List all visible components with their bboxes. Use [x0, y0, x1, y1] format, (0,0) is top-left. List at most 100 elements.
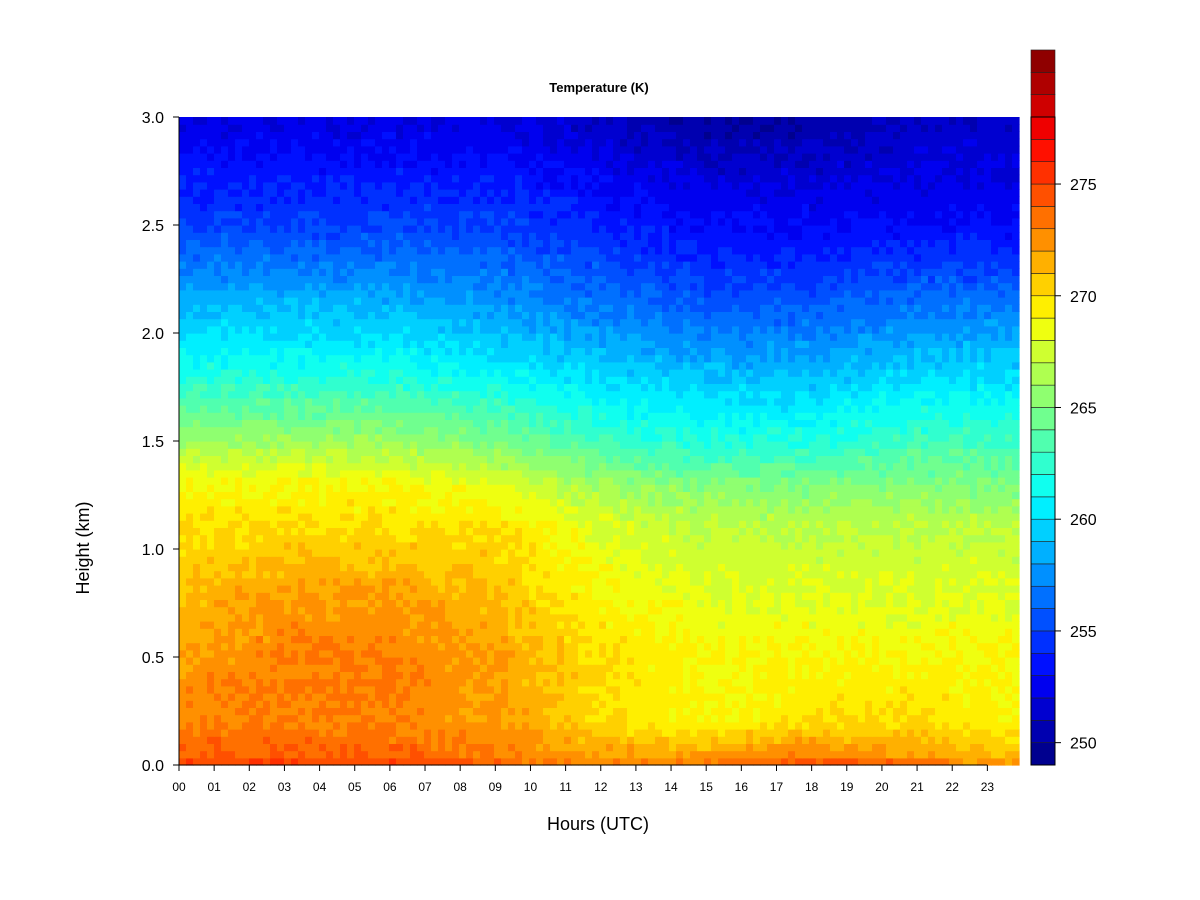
heatmap-cell — [599, 505, 607, 514]
heatmap-cell — [662, 736, 670, 744]
heatmap-cell — [347, 642, 355, 651]
heatmap-cell — [508, 635, 516, 644]
heatmap-cell — [774, 498, 782, 507]
heatmap-cell — [697, 736, 705, 744]
heatmap-cell — [445, 505, 453, 514]
heatmap-cell — [676, 491, 684, 500]
heatmap-cell — [368, 505, 376, 514]
heatmap-cell — [284, 671, 292, 680]
heatmap-cell — [788, 635, 796, 644]
heatmap-cell — [242, 520, 250, 528]
heatmap-cell — [970, 563, 978, 572]
heatmap-cell — [830, 484, 838, 492]
heatmap-cell — [928, 513, 936, 521]
heatmap-cell — [613, 693, 621, 701]
heatmap-cell — [732, 657, 740, 665]
heatmap-cell — [578, 721, 586, 730]
heatmap-cell — [606, 613, 614, 622]
heatmap-cell — [368, 685, 376, 694]
heatmap-cell — [634, 628, 642, 636]
heatmap-cell — [725, 628, 733, 636]
heatmap-cell — [543, 757, 551, 766]
heatmap-cell — [466, 592, 474, 600]
heatmap-cell — [389, 729, 397, 737]
heatmap-cell — [550, 714, 558, 723]
heatmap-cell — [522, 685, 530, 694]
heatmap-cell — [942, 505, 950, 514]
heatmap-cell — [921, 577, 929, 586]
heatmap-cell — [704, 563, 712, 572]
heatmap-cell — [753, 678, 761, 687]
heatmap-cell — [872, 599, 880, 608]
heatmap-cell — [424, 484, 432, 492]
heatmap-cell — [445, 678, 453, 687]
heatmap-cell — [410, 606, 418, 615]
heatmap-cell — [613, 534, 621, 543]
heatmap-cell — [984, 549, 992, 557]
heatmap-cell — [991, 570, 999, 579]
heatmap-cell — [935, 469, 943, 478]
heatmap-cell — [564, 599, 572, 608]
heatmap-cell — [655, 498, 663, 507]
heatmap-cell — [851, 484, 859, 492]
heatmap-cell — [753, 642, 761, 651]
heatmap-cell — [711, 549, 719, 557]
heatmap-cell — [753, 736, 761, 744]
heatmap-cell — [186, 563, 194, 572]
heatmap-cell — [277, 534, 285, 543]
heatmap-cell — [270, 585, 278, 593]
heatmap-cell — [403, 484, 411, 492]
heatmap-cell — [746, 757, 754, 766]
heatmap-cell — [249, 577, 257, 586]
heatmap-cell — [1012, 649, 1020, 658]
heatmap-cell — [893, 498, 901, 507]
heatmap-cell — [333, 592, 341, 600]
heatmap-cell — [907, 707, 915, 716]
heatmap-cell — [788, 621, 796, 629]
heatmap-cell — [431, 527, 439, 536]
heatmap-cell — [333, 520, 341, 528]
heatmap-cell — [914, 743, 922, 752]
heatmap-cell — [410, 505, 418, 514]
heatmap-cell — [529, 736, 537, 744]
heatmap-cell — [949, 700, 957, 708]
heatmap-cell — [179, 621, 187, 629]
heatmap-cell — [242, 693, 250, 701]
heatmap-cell — [354, 721, 362, 730]
heatmap-cell — [879, 477, 887, 485]
heatmap-cell — [858, 477, 866, 485]
heatmap-cell — [452, 613, 460, 622]
heatmap-cell — [445, 606, 453, 615]
heatmap-cell — [536, 693, 544, 701]
heatmap-cell — [704, 599, 712, 608]
heatmap-cell — [697, 462, 705, 471]
heatmap-cell — [228, 721, 236, 730]
heatmap-cell — [767, 563, 775, 572]
heatmap-cell — [802, 570, 810, 579]
heatmap-cell — [501, 743, 509, 752]
heatmap-cell — [1012, 671, 1020, 680]
heatmap-cell — [410, 721, 418, 730]
heatmap-cell — [1005, 498, 1013, 507]
heatmap-cell — [214, 563, 222, 572]
heatmap-cell — [984, 491, 992, 500]
heatmap-cell — [270, 757, 278, 766]
heatmap-cell — [200, 477, 208, 485]
heatmap-cell — [991, 721, 999, 730]
heatmap-cell — [641, 585, 649, 593]
heatmap-cell — [900, 484, 908, 492]
heatmap-cell — [662, 513, 670, 521]
heatmap-cell — [1005, 657, 1013, 665]
heatmap-cell — [480, 757, 488, 766]
heatmap-cell — [704, 649, 712, 658]
heatmap-cell — [648, 585, 656, 593]
heatmap-cell — [970, 750, 978, 759]
heatmap-cell — [662, 469, 670, 478]
heatmap-cell — [823, 657, 831, 665]
heatmap-cell — [641, 527, 649, 536]
heatmap-cell — [480, 491, 488, 500]
heatmap-cell — [662, 592, 670, 600]
heatmap-cell — [851, 628, 859, 636]
heatmap-cell — [522, 635, 530, 644]
heatmap-cell — [235, 491, 243, 500]
